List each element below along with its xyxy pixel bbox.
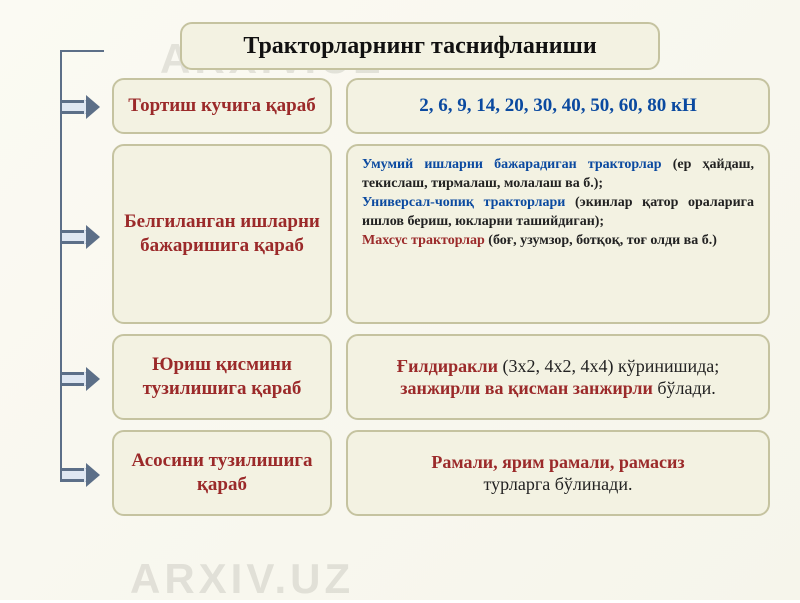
diagram-container: Тракторларнинг таснифланиши Тортиш кучиг… bbox=[60, 14, 770, 586]
value-segment: Умумий ишларни бажарадиган тракторлар bbox=[362, 157, 673, 172]
value-segment: Универсал-чопиқ тракторлари bbox=[362, 195, 575, 210]
category-box-row2: Белгиланган ишларни бажаришига қараб bbox=[112, 144, 332, 324]
category-box-row4: Асосини тузилишига қараб bbox=[112, 430, 332, 516]
value-box-row2: Умумий ишларни бажарадиган тракторлар (е… bbox=[346, 144, 770, 324]
arrow-row2 bbox=[60, 226, 104, 248]
value-segment: (3х2, 4х2, 4х4) кўринишида; bbox=[502, 356, 719, 376]
title-box: Тракторларнинг таснифланиши bbox=[180, 22, 660, 70]
arrow-row4 bbox=[60, 464, 104, 486]
value-box-row4: Рамали, ярим рамали, рамасизтурларга бўл… bbox=[346, 430, 770, 516]
value-segment: Рамали, ярим рамали, рамасиз bbox=[431, 452, 684, 472]
category-box-row3: Юриш қисмини тузилишига қараб bbox=[112, 334, 332, 420]
value-segment: бўлади. bbox=[657, 378, 715, 398]
category-label: Тортиш кучига қараб bbox=[128, 94, 315, 118]
value-segment: турларга бўлинади. bbox=[484, 474, 633, 494]
title-text: Тракторларнинг таснифланиши bbox=[243, 31, 596, 61]
category-label: Юриш қисмини тузилишига қараб bbox=[124, 353, 320, 401]
arrow-row1 bbox=[60, 96, 104, 118]
value-segment: занжирли ва қисман занжирли bbox=[400, 378, 657, 398]
bus-connector-top bbox=[60, 50, 104, 52]
value-segment: Ғилдиракли bbox=[397, 356, 503, 376]
value-label: 2, 6, 9, 14, 20, 30, 40, 50, 60, 80 кН bbox=[419, 94, 696, 118]
category-label: Белгиланган ишларни бажаришига қараб bbox=[124, 210, 320, 258]
arrow-row3 bbox=[60, 368, 104, 390]
category-box-row1: Тортиш кучига қараб bbox=[112, 78, 332, 134]
value-segment: Махсус тракторлар bbox=[362, 233, 488, 248]
value-box-row3: Ғилдиракли (3х2, 4х2, 4х4) кўринишида; з… bbox=[346, 334, 770, 420]
value-box-row1: 2, 6, 9, 14, 20, 30, 40, 50, 60, 80 кН bbox=[346, 78, 770, 134]
category-label: Асосини тузилишига қараб bbox=[124, 449, 320, 497]
value-segment: (боғ, узумзор, ботқоқ, тоғ олди ва б.) bbox=[488, 233, 717, 248]
